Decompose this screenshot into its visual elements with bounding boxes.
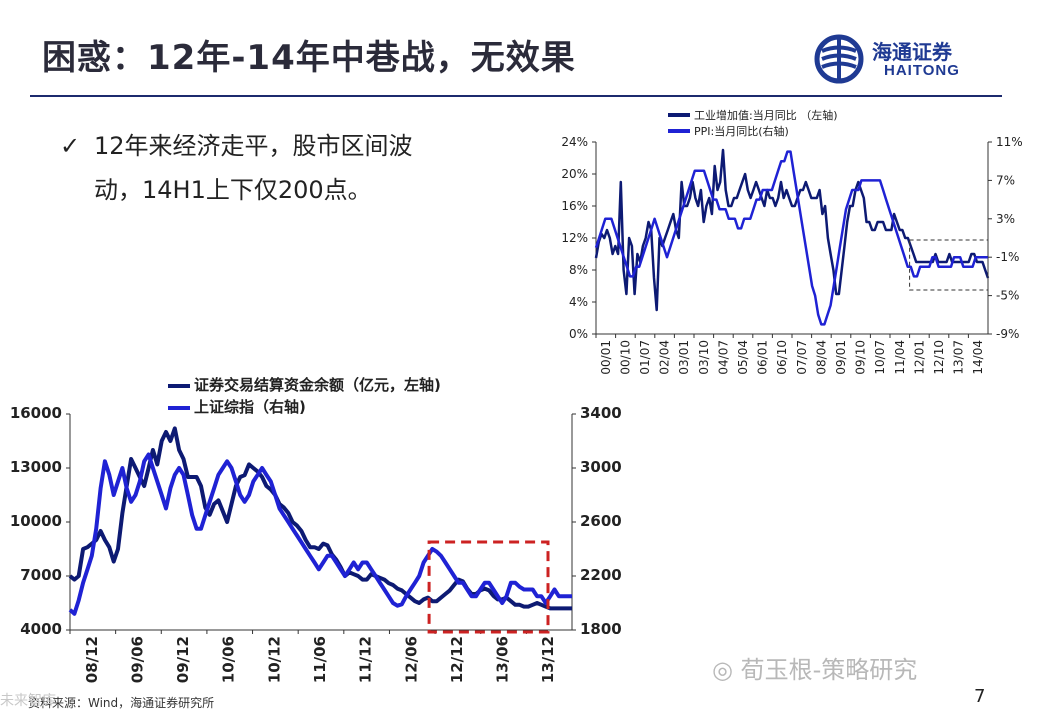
y-left-tick-label: 10000: [10, 512, 62, 530]
x-tick-label: 09/06: [128, 636, 146, 683]
corner-watermark: 未来智库: [0, 693, 56, 709]
y-right-tick-label: 11%: [996, 135, 1023, 149]
page-number: 7: [974, 686, 986, 707]
chart-industrial-ppi: 工业增加值:当月同比 （左轴) PPI:当月同比(右轴) 0% 4% 8% 12% 16%…: [561, 108, 1023, 375]
wechat-watermark: ◎ 荀玉根-策略研究: [712, 650, 917, 685]
x-tick-label: 10/06: [220, 636, 238, 683]
y-left-tick-label: 16%: [561, 199, 588, 213]
x-tick-label: 12/06: [402, 636, 420, 683]
bullet-line-1: 12年来经济走平，股市区间波: [94, 132, 413, 160]
x-tick-label: 13/07: [952, 340, 966, 375]
x-tick-label: 01/07: [638, 340, 652, 375]
y-left-tick-label: 13000: [10, 458, 62, 476]
series-line-1: [68, 426, 572, 611]
watermark-text: 荀玉根-策略研究: [740, 656, 918, 684]
page-title: 困惑：12年-14年中巷战，无效果: [42, 38, 576, 78]
logo-text-en: HAITONG: [884, 62, 960, 79]
x-tick-label: 09/10: [854, 340, 868, 375]
logo-text-cn: 海通证券: [872, 40, 952, 64]
y-right-tick-label: -9%: [996, 327, 1019, 341]
checkmark-icon: ✓: [60, 132, 81, 160]
y-left-tick-label: 16000: [10, 404, 62, 422]
legend-label: 上证综指（右轴): [194, 398, 306, 416]
y-right-tick-label: 7%: [996, 173, 1015, 187]
y-right-tick-label: -1%: [996, 250, 1019, 264]
x-tick-label: 10/12: [265, 636, 283, 683]
chart-settlement-shcomp: 证券交易结算资金余额（亿元，左轴) 上证综指（右轴) 4000 7000 10000 1…: [10, 376, 622, 683]
x-tick-label: 03/01: [677, 340, 691, 375]
x-tick-label: 09/12: [174, 636, 192, 683]
y-left-tick-label: 24%: [561, 135, 588, 149]
x-tick-label: 12/10: [932, 340, 946, 375]
x-tick-label: 11/04: [893, 340, 907, 375]
y-left-tick-label: 12%: [561, 231, 588, 245]
x-tick-label: 12/12: [448, 636, 466, 683]
y-left-tick-label: 7000: [20, 566, 62, 584]
x-tick-label: 12/01: [912, 340, 926, 375]
legend-label: PPI:当月同比(右轴): [694, 124, 789, 138]
highlight-box: [427, 540, 550, 634]
x-tick-label: 04/07: [716, 340, 730, 375]
x-tick-label: 06/10: [775, 340, 789, 375]
x-tick-label: 08/12: [83, 636, 101, 683]
y-left-tick-label: 4%: [569, 295, 588, 309]
x-tick-label: 08/04: [814, 340, 828, 375]
y-right-tick-label: -5%: [996, 289, 1019, 303]
y-left-tick-label: 20%: [561, 167, 588, 181]
x-tick-label: 13/12: [539, 636, 557, 683]
bullet-line-2: 动，14H1上下仅200点。: [94, 176, 372, 204]
x-tick-label: 10/07: [873, 340, 887, 375]
x-tick-label: 00/01: [599, 340, 613, 375]
x-tick-label: 14/04: [971, 340, 985, 375]
y-right-tick-label: 2200: [580, 566, 622, 584]
series-line-2: [68, 452, 572, 616]
legend-label: 证券交易结算资金余额（亿元，左轴): [194, 376, 441, 394]
x-tick-label: 11/06: [311, 636, 329, 683]
y-right-tick-label: 3400: [580, 404, 622, 422]
haitong-emblem-icon: [814, 34, 864, 84]
y-left-tick-label: 0%: [569, 327, 588, 341]
x-tick-label: 02/04: [658, 340, 672, 375]
x-tick-label: 06/01: [756, 340, 770, 375]
y-right-tick-label: 3%: [996, 212, 1015, 226]
haitong-logo: 海通证券 HAITONG: [812, 34, 1002, 84]
y-left-tick-label: 8%: [569, 263, 588, 277]
source-note: 资料来源：Wind，海通证券研究所: [28, 696, 215, 710]
x-tick-label: 13/06: [494, 636, 512, 683]
legend-label: 工业增加值:当月同比 （左轴): [694, 108, 838, 122]
highlight-box: [909, 239, 989, 291]
y-right-tick-label: 3000: [580, 458, 622, 476]
x-tick-label: 00/10: [618, 340, 632, 375]
x-tick-label: 11/12: [357, 636, 375, 683]
x-tick-label: 05/04: [736, 340, 750, 375]
bullet-point: ✓ 12年来经济走平，股市区间波 动，14H1上下仅200点。: [60, 124, 530, 212]
x-tick-label: 07/07: [795, 340, 809, 375]
x-tick-label: 03/10: [697, 340, 711, 375]
y-right-tick-label: 2600: [580, 512, 622, 530]
y-right-tick-label: 1800: [580, 620, 622, 638]
x-tick-label: 09/01: [834, 340, 848, 375]
y-left-tick-label: 4000: [20, 620, 62, 638]
wechat-icon: ◎: [712, 656, 741, 684]
title-divider: [30, 95, 1002, 97]
series-line-2: [594, 150, 988, 326]
series-line-1: [594, 148, 990, 312]
